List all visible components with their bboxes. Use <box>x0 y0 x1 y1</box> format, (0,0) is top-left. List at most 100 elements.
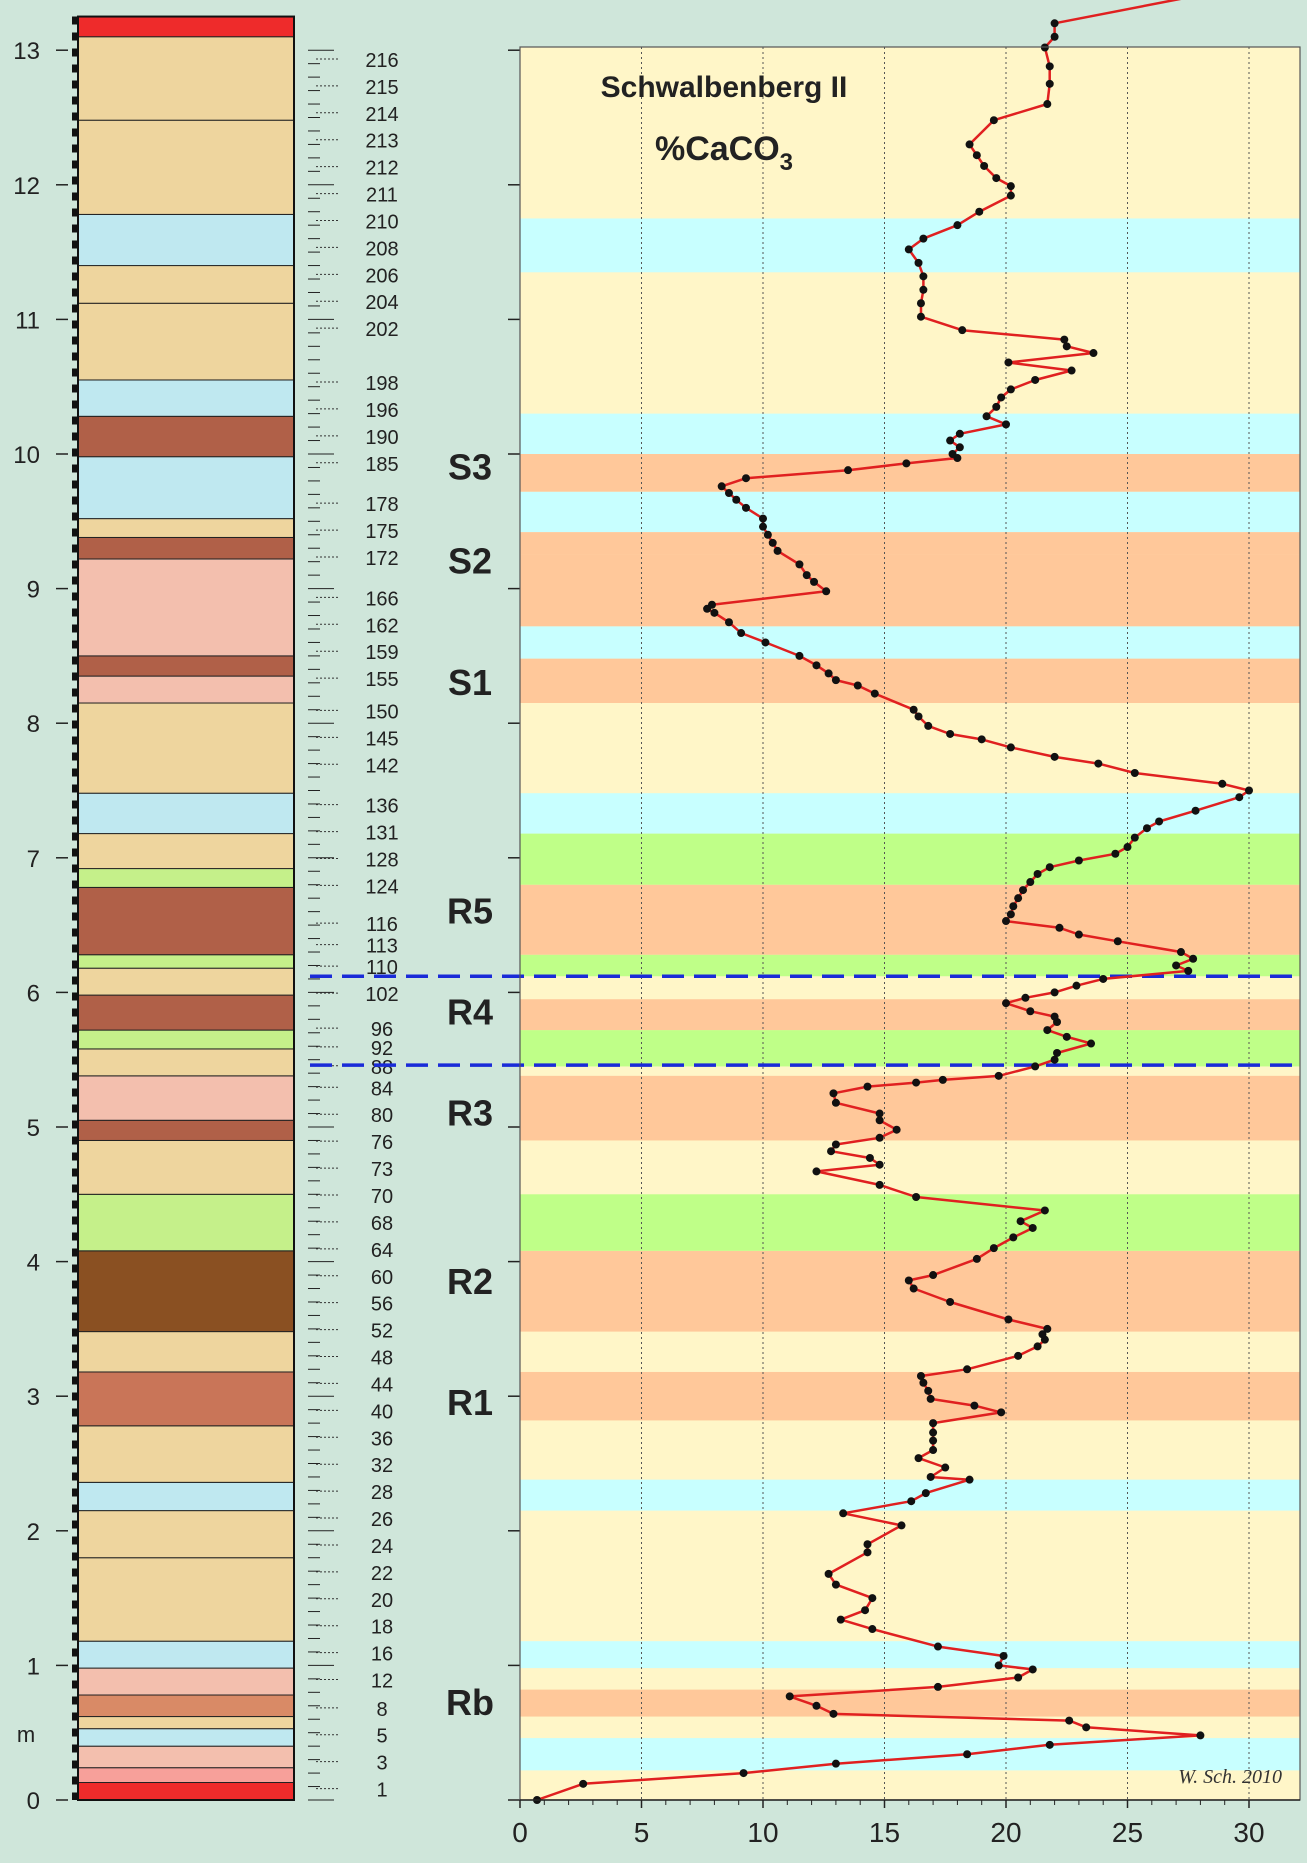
horizon-band <box>520 554 1300 627</box>
data-point <box>941 1463 950 1472</box>
column-bed <box>77 792 295 835</box>
data-point <box>1113 937 1122 946</box>
data-point <box>1009 1233 1018 1242</box>
sample-number: 110 <box>366 957 398 979</box>
sample-number: 204 <box>365 292 398 314</box>
data-point <box>919 272 928 281</box>
sample-number: 20 <box>371 1590 393 1612</box>
column-bed <box>77 994 295 1031</box>
horizon-band <box>520 954 1300 977</box>
sample-number: 196 <box>365 400 398 422</box>
data-point <box>997 393 1006 402</box>
data-point <box>929 1436 938 1445</box>
horizon-band <box>520 658 1300 704</box>
data-point <box>839 1509 848 1518</box>
subtitle-subscript: 3 <box>780 149 793 176</box>
horizon-band <box>520 491 1300 533</box>
sample-number: 92 <box>371 1038 393 1060</box>
data-point <box>972 151 981 160</box>
data-point <box>946 729 955 738</box>
data-point <box>812 1167 821 1176</box>
data-point <box>912 1078 921 1087</box>
depth-tick-label: 4 <box>27 1250 40 1277</box>
data-point <box>836 1615 845 1624</box>
sample-number: 52 <box>371 1321 393 1343</box>
column-bed <box>77 302 295 381</box>
data-point <box>829 1709 838 1718</box>
sample-number: 73 <box>371 1159 393 1181</box>
horizon-band <box>520 1371 1300 1421</box>
data-point <box>741 503 750 512</box>
data-point <box>831 676 840 685</box>
data-point <box>1050 752 1059 761</box>
column-bed <box>77 1119 295 1141</box>
data-point <box>933 1682 942 1691</box>
data-point <box>1045 1740 1054 1749</box>
column-bed <box>77 1250 295 1333</box>
data-point <box>732 495 741 504</box>
data-point <box>897 1521 906 1530</box>
sample-number: 8 <box>376 1699 387 1721</box>
sample-number: 166 <box>365 588 398 610</box>
horizon-label: R3 <box>447 1093 493 1134</box>
sample-number: 116 <box>366 914 398 936</box>
sample-number: 150 <box>365 701 398 723</box>
data-point <box>933 1642 942 1651</box>
sample-number: 64 <box>371 1240 393 1262</box>
data-point <box>759 522 767 531</box>
sample-number: 113 <box>366 936 398 958</box>
data-point <box>831 1759 840 1768</box>
data-point <box>1067 366 1076 375</box>
data-point <box>1053 1048 1062 1057</box>
sample-number: 212 <box>365 158 398 180</box>
x-axis: 0 5 10 15 20 25 30 <box>512 1799 1300 1848</box>
column-bed <box>77 655 295 677</box>
data-point <box>926 1394 935 1403</box>
data-point <box>870 689 879 698</box>
data-point <box>994 1071 1003 1080</box>
depth-tick-label: 5 <box>27 1115 40 1142</box>
data-point <box>785 1692 794 1701</box>
depth-tick-label: 11 <box>15 307 40 334</box>
data-point <box>955 443 964 452</box>
data-point <box>1142 824 1151 833</box>
data-point <box>829 1089 838 1098</box>
sample-number: 213 <box>365 131 398 153</box>
data-point <box>831 1140 840 1149</box>
horizon-band <box>520 1194 1300 1251</box>
data-point <box>1040 1206 1049 1215</box>
data-point <box>926 1472 935 1481</box>
data-point <box>919 234 928 243</box>
data-point <box>1082 1723 1091 1732</box>
data-point <box>707 600 716 609</box>
data-point <box>875 1116 884 1125</box>
data-point <box>822 587 831 596</box>
sample-number: 3 <box>376 1753 387 1775</box>
data-point <box>1026 878 1035 887</box>
horizon-band <box>520 833 1300 885</box>
sample-number: 1 <box>376 1780 387 1802</box>
depth-tick-label: 1 <box>27 1653 40 1680</box>
data-point <box>963 1365 972 1374</box>
sample-number: 131 <box>365 823 398 845</box>
horizon-band <box>520 1479 1300 1511</box>
data-point <box>914 258 923 267</box>
data-point <box>1021 993 1030 1002</box>
data-point <box>1045 79 1054 88</box>
sample-number: 22 <box>371 1563 393 1585</box>
data-point <box>902 459 911 468</box>
column-bed <box>77 967 295 996</box>
horizon-band <box>520 999 1300 1031</box>
data-point <box>717 482 726 491</box>
data-point <box>1235 793 1244 802</box>
data-point <box>1087 1039 1096 1048</box>
data-point <box>1196 1731 1205 1740</box>
data-point <box>812 661 821 670</box>
data-point <box>795 560 804 569</box>
sample-number: 80 <box>371 1105 393 1127</box>
data-point <box>739 1769 748 1778</box>
data-point <box>861 1606 870 1615</box>
data-point <box>909 705 918 714</box>
column-bed <box>77 702 295 794</box>
data-point <box>802 571 811 580</box>
